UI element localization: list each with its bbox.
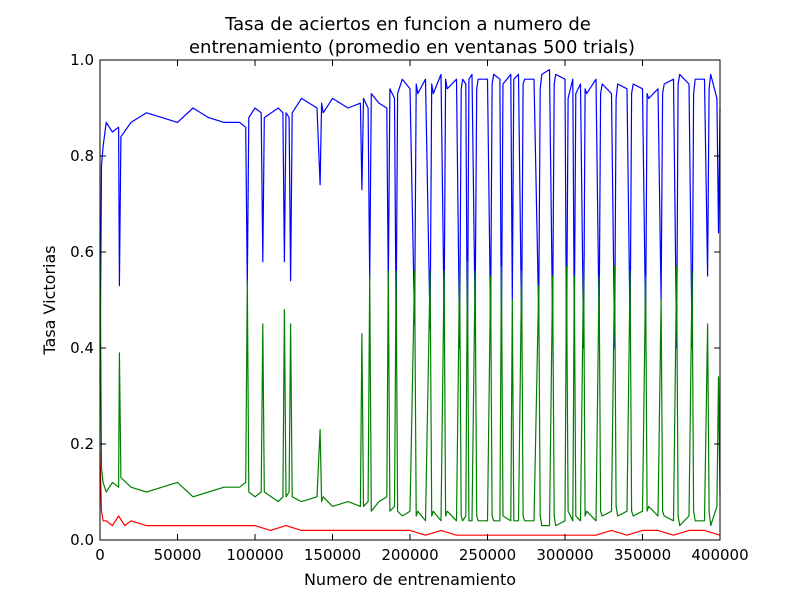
- chart-title-line-2: entrenamiento (promedio en ventanas 500 …: [189, 37, 635, 58]
- y-axis-label: Tasa Victorias: [40, 245, 59, 355]
- y-tick-label: 0.0: [70, 531, 94, 549]
- x-tick-label: 300000: [536, 546, 593, 564]
- chart-title-line-1: Tasa de aciertos en funcion a numero de: [224, 14, 591, 35]
- y-tick-label: 0.4: [70, 339, 94, 357]
- y-tick-label: 0.6: [70, 243, 94, 261]
- series-line-2: [99, 453, 721, 536]
- y-tick-label: 0.2: [70, 435, 94, 453]
- axis-ticks: 0 50000 100000 150000 200000 250000 300000 3500…: [70, 51, 748, 564]
- x-tick-label: 200000: [381, 546, 438, 564]
- series-line-1: [99, 232, 721, 527]
- x-tick-label: 150000: [304, 546, 361, 564]
- x-tick-label: 50000: [154, 546, 202, 564]
- plot-area: [99, 68, 721, 536]
- x-tick-label: 400000: [691, 546, 748, 564]
- x-axis-label: Numero de entrenamiento: [304, 570, 516, 589]
- x-tick-label: 350000: [614, 546, 671, 564]
- x-tick-label: 0: [95, 546, 105, 564]
- y-tick-label: 0.8: [70, 147, 94, 165]
- y-tick-label: 1.0: [70, 51, 94, 69]
- x-tick-label: 250000: [459, 546, 516, 564]
- x-tick-label: 100000: [226, 546, 283, 564]
- series-line-0: [99, 68, 721, 382]
